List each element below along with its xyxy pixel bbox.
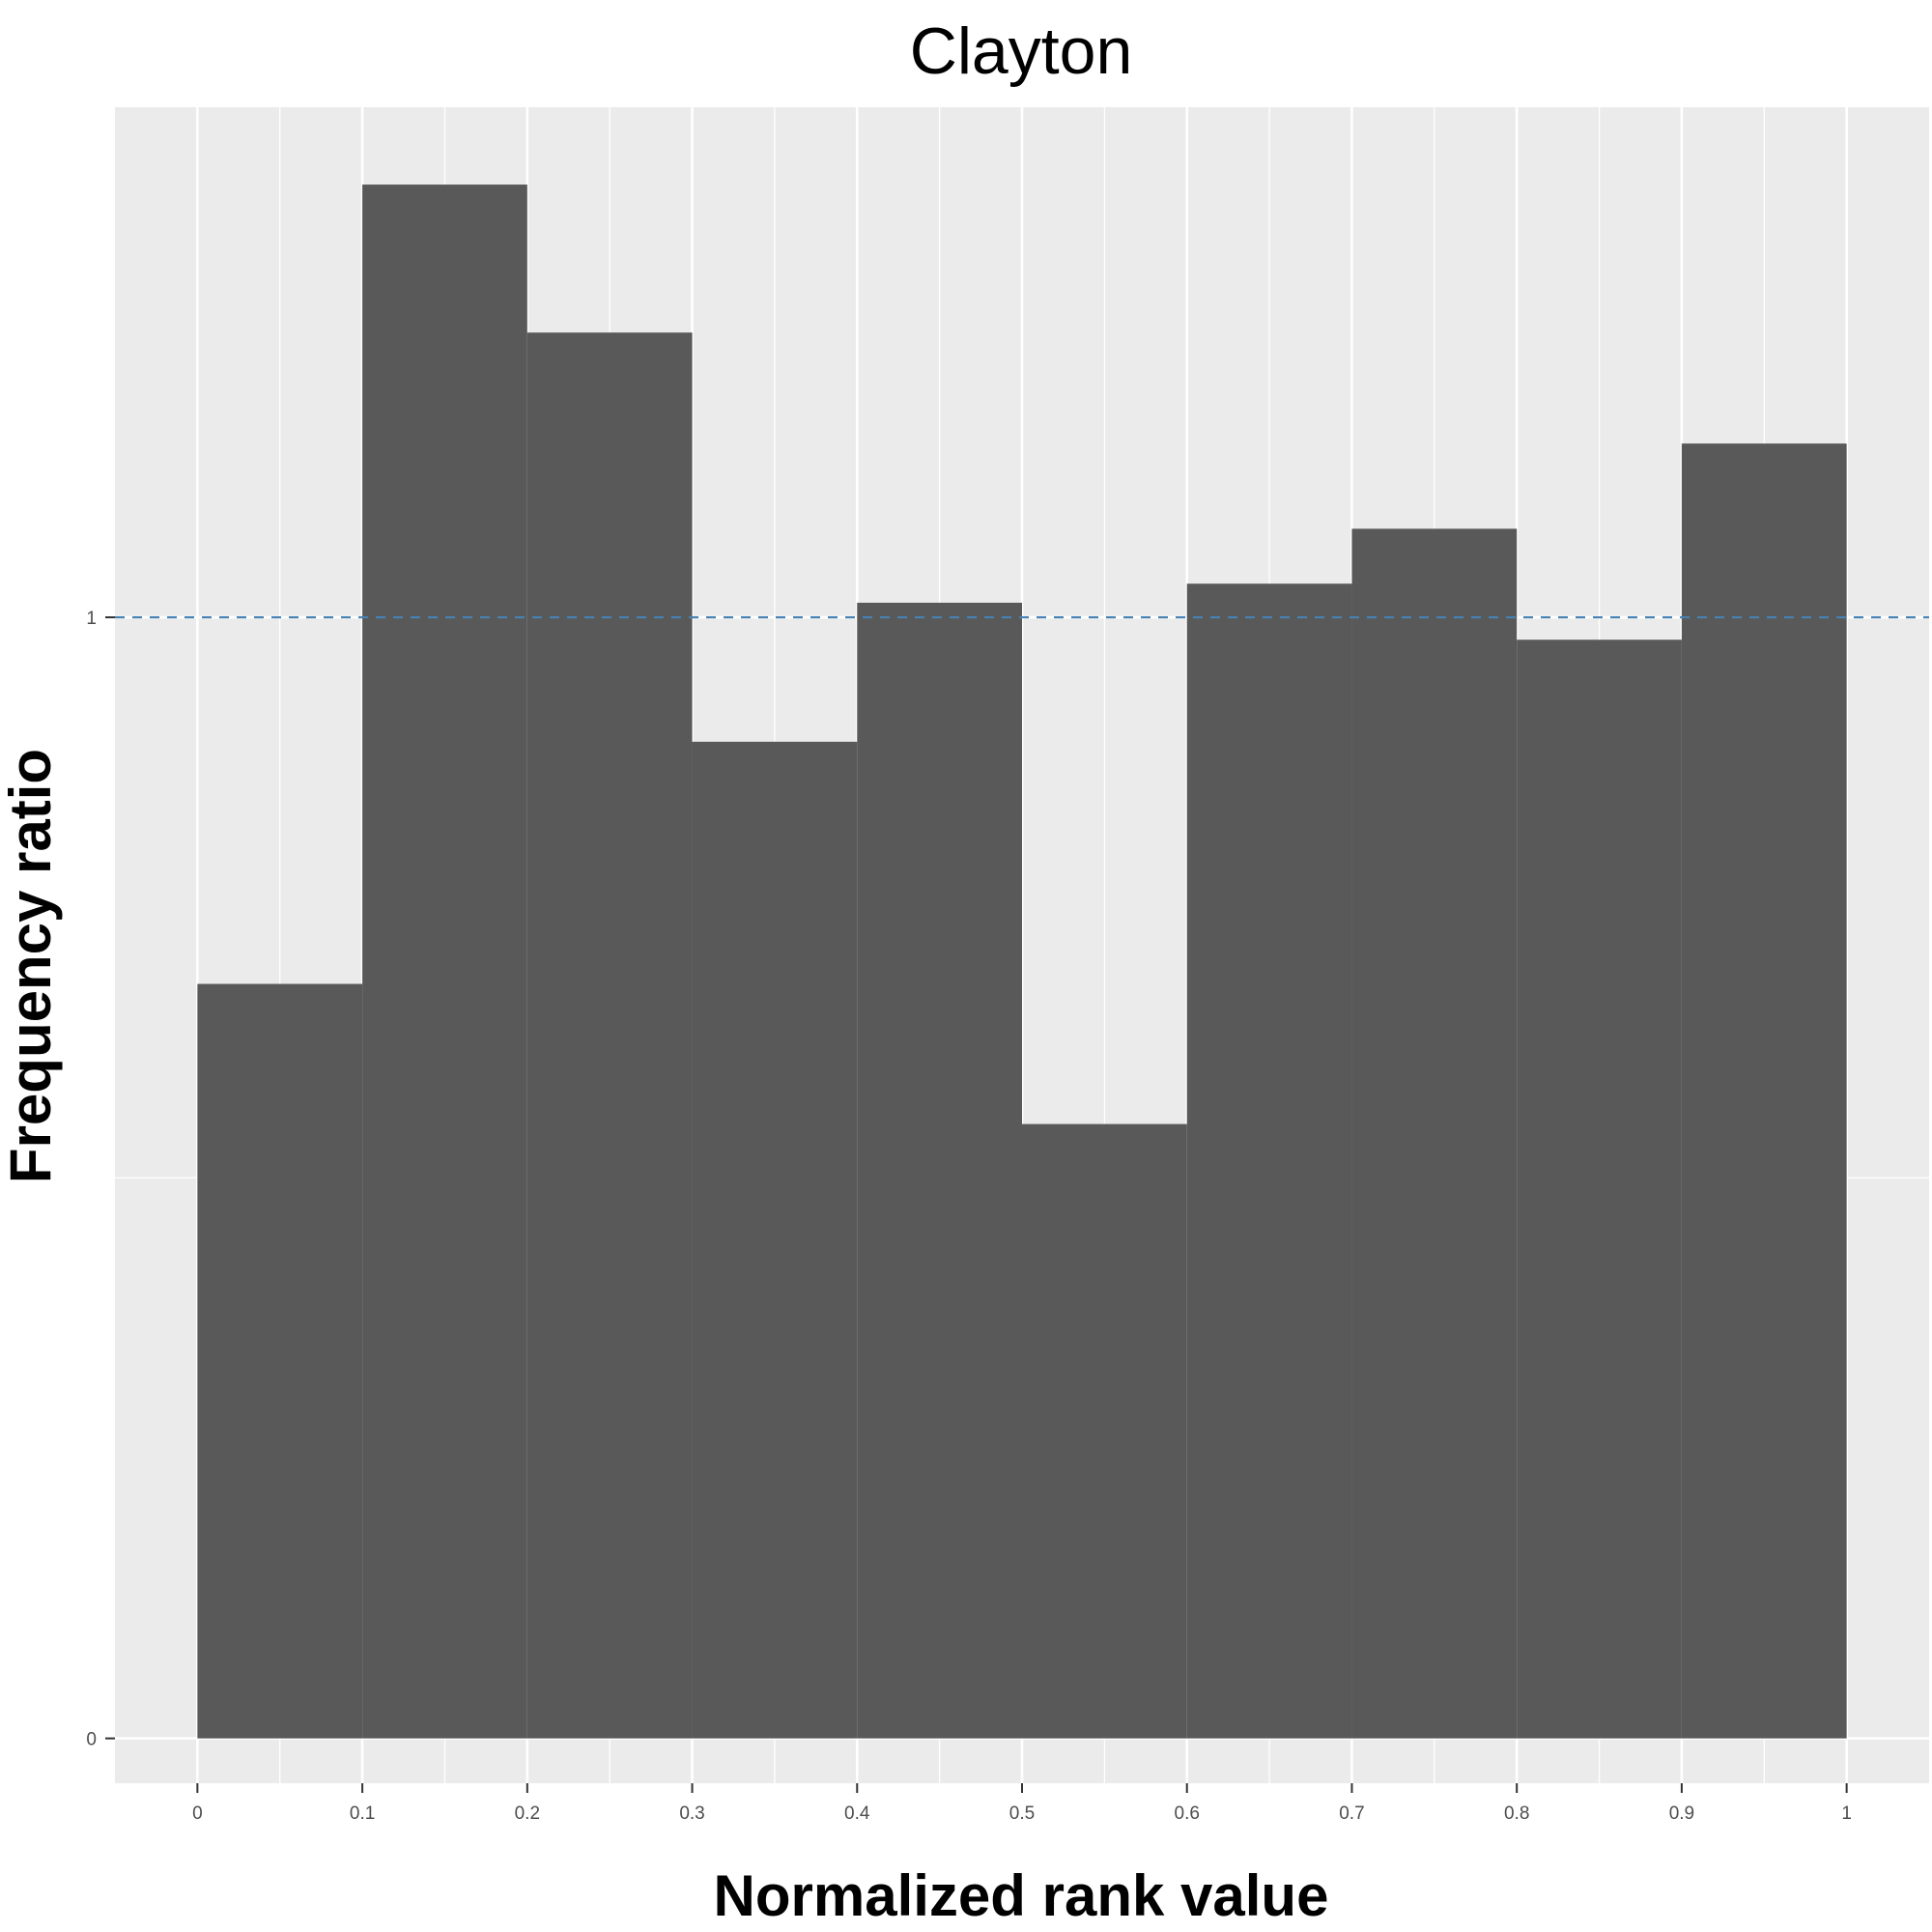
y-axis-tick-labels: 01	[86, 609, 97, 1750]
x-tick-label-0: 0	[192, 1804, 203, 1824]
x-tick-label-9: 0.9	[1669, 1804, 1694, 1824]
y-tick-label-0: 0	[86, 1730, 97, 1750]
histogram-bar-3	[692, 741, 858, 1739]
x-tick-label-3: 0.3	[679, 1804, 704, 1824]
x-tick-label-7: 0.7	[1339, 1804, 1364, 1824]
histogram-bar-7	[1351, 528, 1518, 1739]
x-tick-label-1: 0.1	[350, 1804, 375, 1824]
histogram-bars	[197, 185, 1847, 1739]
histogram-bar-1	[362, 185, 527, 1739]
histogram-bar-9	[1681, 443, 1847, 1739]
chart-title: Clayton	[910, 14, 1133, 88]
histogram-bar-8	[1517, 639, 1682, 1739]
histogram-bar-5	[1022, 1123, 1187, 1739]
y-tick-label-1: 1	[86, 609, 97, 629]
histogram-bar-0	[197, 983, 363, 1739]
x-axis-title: Normalized rank value	[714, 1863, 1329, 1928]
x-tick-label-5: 0.5	[1009, 1804, 1035, 1824]
histogram-bar-2	[526, 332, 693, 1739]
x-axis-tick-labels: 0 0.1 0.2 0.3 0.4 0.5 0.6 0.7 0.8 0.9 1	[192, 1804, 1852, 1824]
x-tick-label-4: 0.4	[844, 1804, 870, 1824]
x-tick-label-2: 0.2	[515, 1804, 540, 1824]
x-tick-label-8: 0.8	[1504, 1804, 1529, 1824]
histogram-bar-4	[857, 602, 1022, 1739]
histogram-bar-6	[1186, 583, 1352, 1739]
y-axis-ticks	[105, 616, 115, 1740]
y-axis-title: Frequency ratio	[0, 749, 63, 1183]
x-tick-label-10: 1	[1841, 1804, 1852, 1824]
x-tick-label-6: 0.6	[1175, 1804, 1200, 1824]
x-axis-ticks	[196, 1783, 1848, 1793]
